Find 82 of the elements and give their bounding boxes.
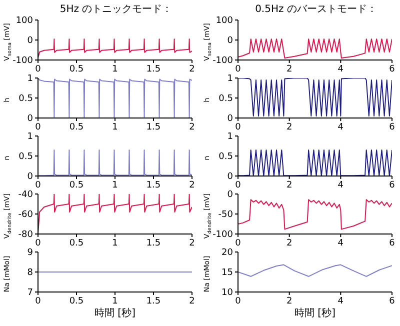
x-tick-label: 0: [235, 296, 242, 306]
x-tick-label: 4: [338, 180, 344, 190]
y-tick-label: 1: [27, 132, 33, 142]
chart-title: 0.5Hz のバーストモード：: [254, 3, 378, 16]
x-tick-label: 0.5: [69, 238, 84, 248]
x-tick-label: 1: [112, 122, 118, 132]
y-tick-label: 15: [222, 268, 233, 278]
x-tick-label: 0: [35, 122, 42, 132]
x-tick-label: 2: [286, 122, 292, 132]
x-tick-label: 1: [112, 238, 118, 248]
y-tick-label: 0.5: [18, 94, 33, 104]
y-tick-label: -80: [18, 230, 34, 240]
x-tick-label: 0: [235, 180, 242, 190]
y-tick-label: 1: [227, 74, 233, 84]
x-tick-label: 2: [189, 296, 195, 306]
x-tick-label: 0.5: [69, 122, 84, 132]
x-tick-label: 1: [112, 64, 118, 74]
x-tick-label: 0: [35, 180, 42, 190]
x-tick-label: 4: [338, 122, 344, 132]
x-axis-title: 時間 [秒]: [294, 306, 336, 320]
line-series: [38, 78, 192, 118]
x-tick-label: 6: [389, 296, 396, 306]
y-tick-label: -100: [212, 56, 234, 66]
x-tick-label: 6: [389, 122, 396, 132]
x-tick-label: 0: [235, 238, 242, 248]
x-tick-label: 2: [189, 238, 195, 248]
x-tick-label: 2: [286, 180, 292, 190]
x-tick-label: 2: [189, 122, 195, 132]
y-tick-label: 100: [216, 16, 234, 26]
x-tick-label: 0: [35, 238, 42, 248]
x-tick-label: 6: [389, 238, 396, 248]
x-tick-label: 1: [112, 296, 118, 306]
x-tick-label: 1.5: [146, 180, 161, 190]
x-tick-label: 0.5: [69, 296, 84, 306]
y-tick-label: -50: [218, 210, 234, 220]
x-tick-label: 2: [189, 64, 195, 74]
y-tick-label: 100: [16, 16, 34, 26]
x-tick-label: 1.5: [146, 64, 161, 74]
x-tick-label: 1: [112, 180, 118, 190]
y-tick-label: 1: [227, 132, 233, 142]
line-series: [238, 199, 392, 230]
chart-title: 5Hz のトニックモード：: [58, 3, 174, 16]
x-tick-label: 4: [338, 296, 344, 306]
x-tick-label: 0: [235, 122, 242, 132]
y-tick-label: 0.5: [218, 94, 233, 104]
x-tick-label: 2: [286, 64, 292, 74]
x-tick-label: 0.5: [69, 180, 84, 190]
y-tick-label: 0: [227, 114, 234, 124]
x-tick-label: 2: [286, 296, 292, 306]
y-tick-label: 0: [27, 36, 34, 46]
x-tick-label: 6: [389, 180, 396, 190]
x-tick-label: 0: [35, 64, 42, 74]
x-tick-label: 1.5: [146, 122, 161, 132]
y-tick-label: 9: [27, 248, 34, 258]
x-tick-label: 4: [338, 238, 344, 248]
x-tick-label: 6: [389, 64, 396, 74]
y-tick-label: 0.5: [18, 152, 33, 162]
line-series: [238, 264, 392, 277]
x-tick-label: 2: [189, 180, 195, 190]
y-tick-label: 0: [227, 190, 234, 200]
y-tick-label: 0: [227, 36, 234, 46]
y-tick-label: 0: [27, 172, 34, 182]
y-tick-label: -60: [18, 210, 34, 220]
y-tick-label: 0.5: [218, 152, 233, 162]
y-tick-label: 0: [227, 172, 234, 182]
y-tick-label: -100: [12, 56, 34, 66]
x-tick-label: 1.5: [146, 296, 161, 306]
x-tick-label: 0: [35, 296, 42, 306]
y-tick-label: 7: [27, 288, 33, 298]
y-tick-label: 0: [27, 114, 34, 124]
y-tick-label: 10: [222, 288, 234, 298]
x-axis-title: 時間 [秒]: [94, 306, 136, 320]
y-tick-label: 8: [27, 268, 34, 278]
y-tick-label: -100: [212, 230, 234, 240]
y-tick-label: 1: [27, 74, 33, 84]
x-tick-label: 2: [286, 238, 292, 248]
x-tick-label: 0: [235, 64, 242, 74]
y-tick-label: 20: [222, 248, 234, 258]
x-tick-label: 0.5: [69, 64, 84, 74]
x-tick-label: 4: [338, 64, 344, 74]
x-tick-label: 1.5: [146, 238, 161, 248]
y-tick-label: -40: [18, 190, 34, 200]
